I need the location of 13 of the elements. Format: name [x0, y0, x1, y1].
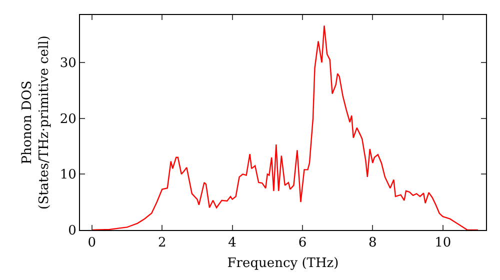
y-tick-label: 30 — [60, 56, 76, 72]
x-tick-label: 6 — [298, 236, 307, 251]
y-tick-label: 20 — [60, 112, 76, 127]
y-tick-label: 10 — [60, 168, 76, 183]
x-tick-label: 10 — [434, 236, 452, 251]
x-tick-label: 8 — [368, 236, 377, 251]
x-tick-label: 2 — [158, 236, 166, 251]
x-axis-title: Frequency (THz) — [227, 256, 339, 272]
line-series — [91, 25, 479, 230]
x-tick-label: 0 — [88, 236, 96, 251]
x-tick-label: 4 — [228, 236, 236, 251]
y-tick-label: 0 — [68, 224, 76, 239]
y-axis-title: Phonon DOS (States/THz·primitive cell) — [20, 35, 52, 210]
